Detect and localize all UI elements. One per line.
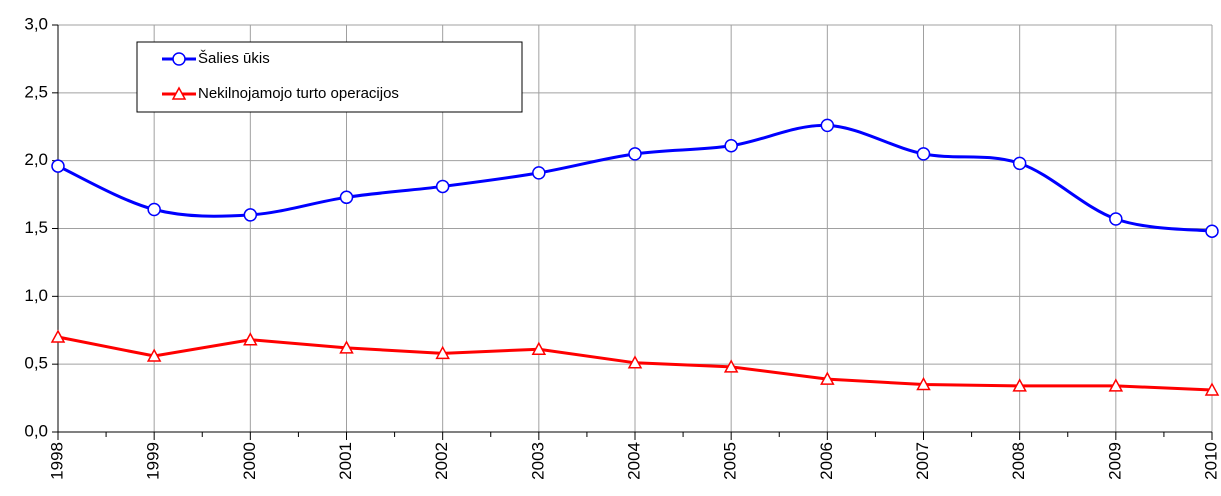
point xyxy=(1204,382,1220,396)
y-tick-label: 1,5 xyxy=(24,218,48,237)
point xyxy=(1012,156,1027,171)
x-tick-label: 2003 xyxy=(528,442,547,480)
point xyxy=(724,138,738,153)
legend-marker xyxy=(172,52,186,66)
point xyxy=(339,340,354,354)
x-tick-label: 2001 xyxy=(336,442,355,480)
y-tick-label: 0,0 xyxy=(24,421,48,440)
point xyxy=(628,147,642,161)
point xyxy=(146,348,162,362)
x-tick-label: 2005 xyxy=(721,442,740,480)
legend-label: Nekilnojamojo turto operacijos xyxy=(198,85,399,102)
point xyxy=(1205,224,1219,238)
x-tick-label: 1998 xyxy=(47,442,66,480)
x-tick-label: 1999 xyxy=(144,442,163,480)
point xyxy=(51,159,65,173)
x-tick-label: 2004 xyxy=(624,442,643,480)
y-tick-label: 1,0 xyxy=(24,286,48,305)
x-tick-label: 2010 xyxy=(1201,442,1220,480)
point xyxy=(435,345,450,360)
x-tick-label: 2006 xyxy=(817,442,836,480)
y-tick-label: 2,0 xyxy=(24,150,48,169)
point xyxy=(531,341,547,355)
y-tick-label: 3,0 xyxy=(24,14,48,33)
point xyxy=(627,355,643,369)
x-tick-label: 2008 xyxy=(1009,442,1028,480)
x-tick-label: 2007 xyxy=(913,442,932,480)
point xyxy=(1012,378,1027,392)
legend-label: Šalies ūkis xyxy=(198,50,270,67)
y-tick-label: 0,5 xyxy=(24,354,48,373)
x-tick-label: 2009 xyxy=(1105,442,1124,480)
point xyxy=(723,359,739,373)
point xyxy=(243,208,258,222)
point xyxy=(147,202,161,217)
legend: Šalies ūkis Nekilnojamojo turto operacijo… xyxy=(136,41,523,113)
point xyxy=(243,332,258,346)
y-tick-label: 2,5 xyxy=(24,82,48,101)
point xyxy=(435,179,450,194)
point xyxy=(50,329,66,343)
x-tick-label: 2000 xyxy=(240,442,259,480)
point xyxy=(339,190,354,205)
point xyxy=(1108,378,1124,392)
point xyxy=(916,376,931,391)
x-tick-label: 2002 xyxy=(432,442,451,480)
legend-box xyxy=(136,41,523,113)
point xyxy=(820,371,835,385)
point xyxy=(916,147,931,161)
legend-marker xyxy=(171,86,187,100)
point xyxy=(820,118,835,133)
point xyxy=(1109,212,1123,226)
point xyxy=(532,166,546,180)
